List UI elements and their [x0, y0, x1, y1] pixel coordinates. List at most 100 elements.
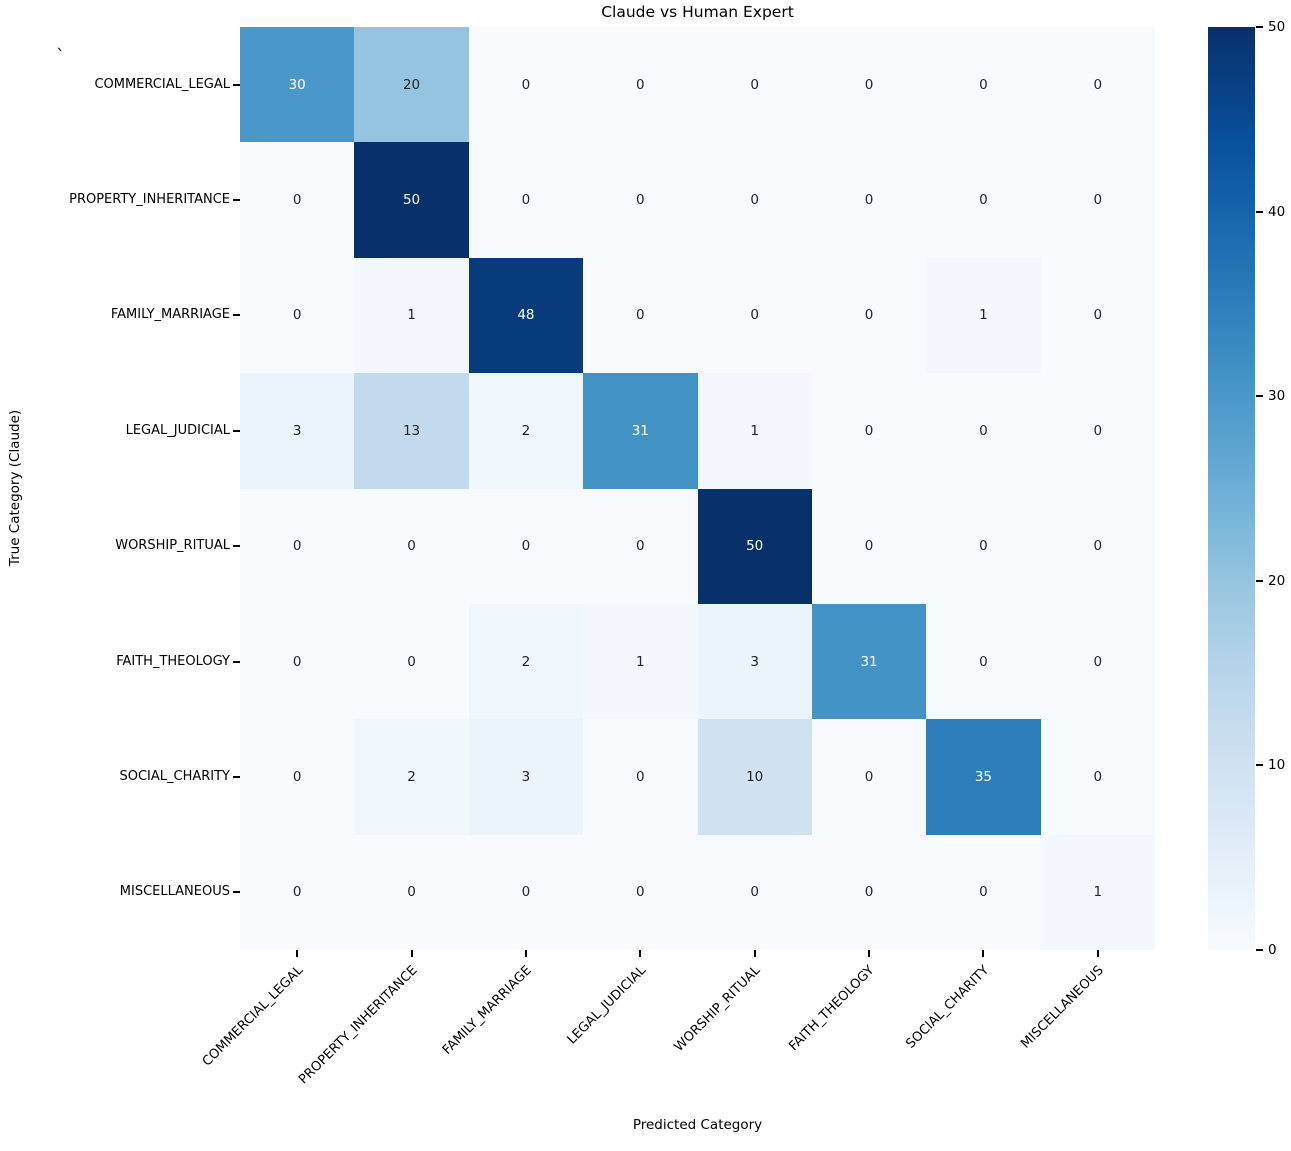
cell-value: 0 [864, 192, 874, 209]
cell-value: 30 [288, 76, 306, 93]
x-tick-label: LEGAL_JUDICIAL [564, 963, 649, 1048]
x-tick-mark [639, 950, 642, 957]
colorbar-tick-label: 50 [1268, 19, 1286, 35]
heatmap-cell: 50 [697, 488, 812, 604]
x-tick-label: SOCIAL_CHARITY [903, 963, 993, 1052]
cell-value: 50 [402, 192, 421, 209]
heatmap-cell: 0 [583, 27, 698, 143]
cell-value: 0 [979, 538, 988, 555]
cell-value: 0 [1093, 192, 1103, 209]
cell-value: 0 [1093, 422, 1103, 439]
y-tick-label: MISCELLANEOUS [119, 884, 230, 900]
cell-value: 13 [402, 422, 421, 439]
heatmap-cell: 1 [926, 257, 1041, 374]
heatmap-cell: 2 [468, 603, 584, 720]
heatmap-cell: 0 [926, 142, 1041, 258]
y-tick-mark [233, 891, 240, 894]
heatmap-cell: 0 [926, 603, 1041, 720]
x-tick-label: PROPERTY_INHERITANCE [295, 963, 421, 1088]
heatmap-cell: 0 [240, 257, 355, 374]
cell-value: 0 [636, 768, 645, 785]
x-tick-mark [410, 950, 413, 957]
cell-value: 10 [746, 768, 764, 785]
heatmap-grid: 30 20 0 0 0 0 0 0 0 50 0 0 0 0 0 0 0 1 48 0 0 0 1 0 3 13 2 31 1 0 0 0 0 0… [240, 27, 1155, 950]
cell-value: 1 [407, 307, 416, 324]
heatmap-cell: 0 [697, 142, 812, 258]
cell-value: 0 [521, 76, 531, 93]
x-tick-mark [524, 950, 527, 957]
heatmap-cell: 0 [811, 488, 927, 604]
colorbar-tick-label: 20 [1268, 572, 1286, 589]
colorbar-tick-mark [1256, 395, 1263, 398]
heatmap-cell: 0 [1040, 603, 1155, 720]
heatmap-cell: 48 [468, 257, 584, 374]
heatmap-cell: 0 [468, 142, 584, 258]
cell-value: 0 [636, 884, 645, 901]
cell-value: 48 [517, 307, 535, 324]
heatmap-cell: 0 [926, 488, 1041, 604]
heatmap-cell: 0 [1040, 257, 1155, 374]
heatmap-cell: 0 [354, 834, 469, 950]
heatmap-cell: 31 [583, 373, 698, 489]
cell-value: 31 [860, 653, 878, 670]
heatmap-cell: 0 [354, 603, 469, 720]
heatmap-cell: 0 [1040, 27, 1155, 143]
cell-value: 0 [979, 653, 988, 670]
cell-value: 2 [407, 768, 416, 785]
cell-value: 0 [521, 538, 531, 555]
heatmap-cell: 0 [697, 27, 812, 143]
heatmap-cell: 0 [583, 834, 698, 950]
heatmap-cell: 0 [811, 27, 927, 143]
heatmap-cell: 10 [697, 719, 812, 835]
cell-value: 0 [979, 76, 988, 93]
cell-value: 2 [521, 653, 531, 670]
heatmap-cell: 0 [354, 488, 469, 604]
heatmap-cell: 20 [354, 27, 469, 143]
cell-value: 0 [864, 76, 874, 93]
colorbar-tick-label: 0 [1268, 942, 1277, 958]
y-tick-mark [233, 429, 240, 432]
x-tick-mark [753, 950, 756, 957]
heatmap-cell: 1 [583, 603, 698, 720]
x-tick-mark [1096, 950, 1099, 957]
cell-value: 0 [864, 768, 874, 785]
cell-value: 0 [1093, 307, 1103, 324]
colorbar-tick-mark [1256, 210, 1263, 213]
y-tick-label: WORSHIP_RITUAL [115, 538, 230, 554]
heatmap-cell: 0 [583, 719, 698, 835]
y-tick-label: COMMERCIAL_LEGAL [94, 76, 230, 92]
cell-value: 0 [864, 884, 874, 901]
cell-value: 0 [1093, 768, 1103, 785]
heatmap-cell: 0 [811, 257, 927, 374]
cell-value: 0 [1093, 653, 1103, 670]
x-tick-label: FAITH_THEOLOGY [786, 963, 878, 1055]
heatmap-cell: 0 [926, 373, 1041, 489]
y-tick-mark [233, 199, 240, 202]
heatmap-cell: 2 [354, 719, 469, 835]
y-tick-label: PROPERTY_INHERITANCE [69, 192, 230, 208]
heatmap-cell: 2 [468, 373, 584, 489]
heatmap-cell: 0 [468, 488, 584, 604]
cell-value: 0 [636, 538, 645, 555]
heatmap-cell: 13 [354, 373, 469, 489]
colorbar-tick-label: 30 [1268, 388, 1286, 405]
colorbar-tick-mark [1256, 26, 1263, 28]
heatmap-cell: 35 [926, 719, 1041, 835]
x-tick-label: COMMERCIAL_LEGAL [199, 963, 306, 1070]
heatmap-cell: 0 [240, 719, 355, 835]
colorbar-tick-mark [1256, 949, 1263, 951]
cell-value: 2 [521, 422, 531, 439]
heatmap-cell: 0 [811, 719, 927, 835]
cell-value: 0 [292, 653, 302, 670]
cell-value: 0 [979, 884, 988, 901]
heatmap-cell: 0 [240, 488, 355, 604]
stray-backtick-mark: ` [56, 46, 65, 67]
heatmap-cell: 0 [240, 142, 355, 258]
cell-value: 0 [292, 768, 302, 785]
cell-value: 0 [636, 192, 645, 209]
y-tick-label: LEGAL_JUDICIAL [125, 422, 230, 438]
cell-value: 1 [979, 307, 988, 324]
heatmap-cell: 0 [583, 257, 698, 374]
colorbar-tick-mark [1256, 764, 1263, 767]
